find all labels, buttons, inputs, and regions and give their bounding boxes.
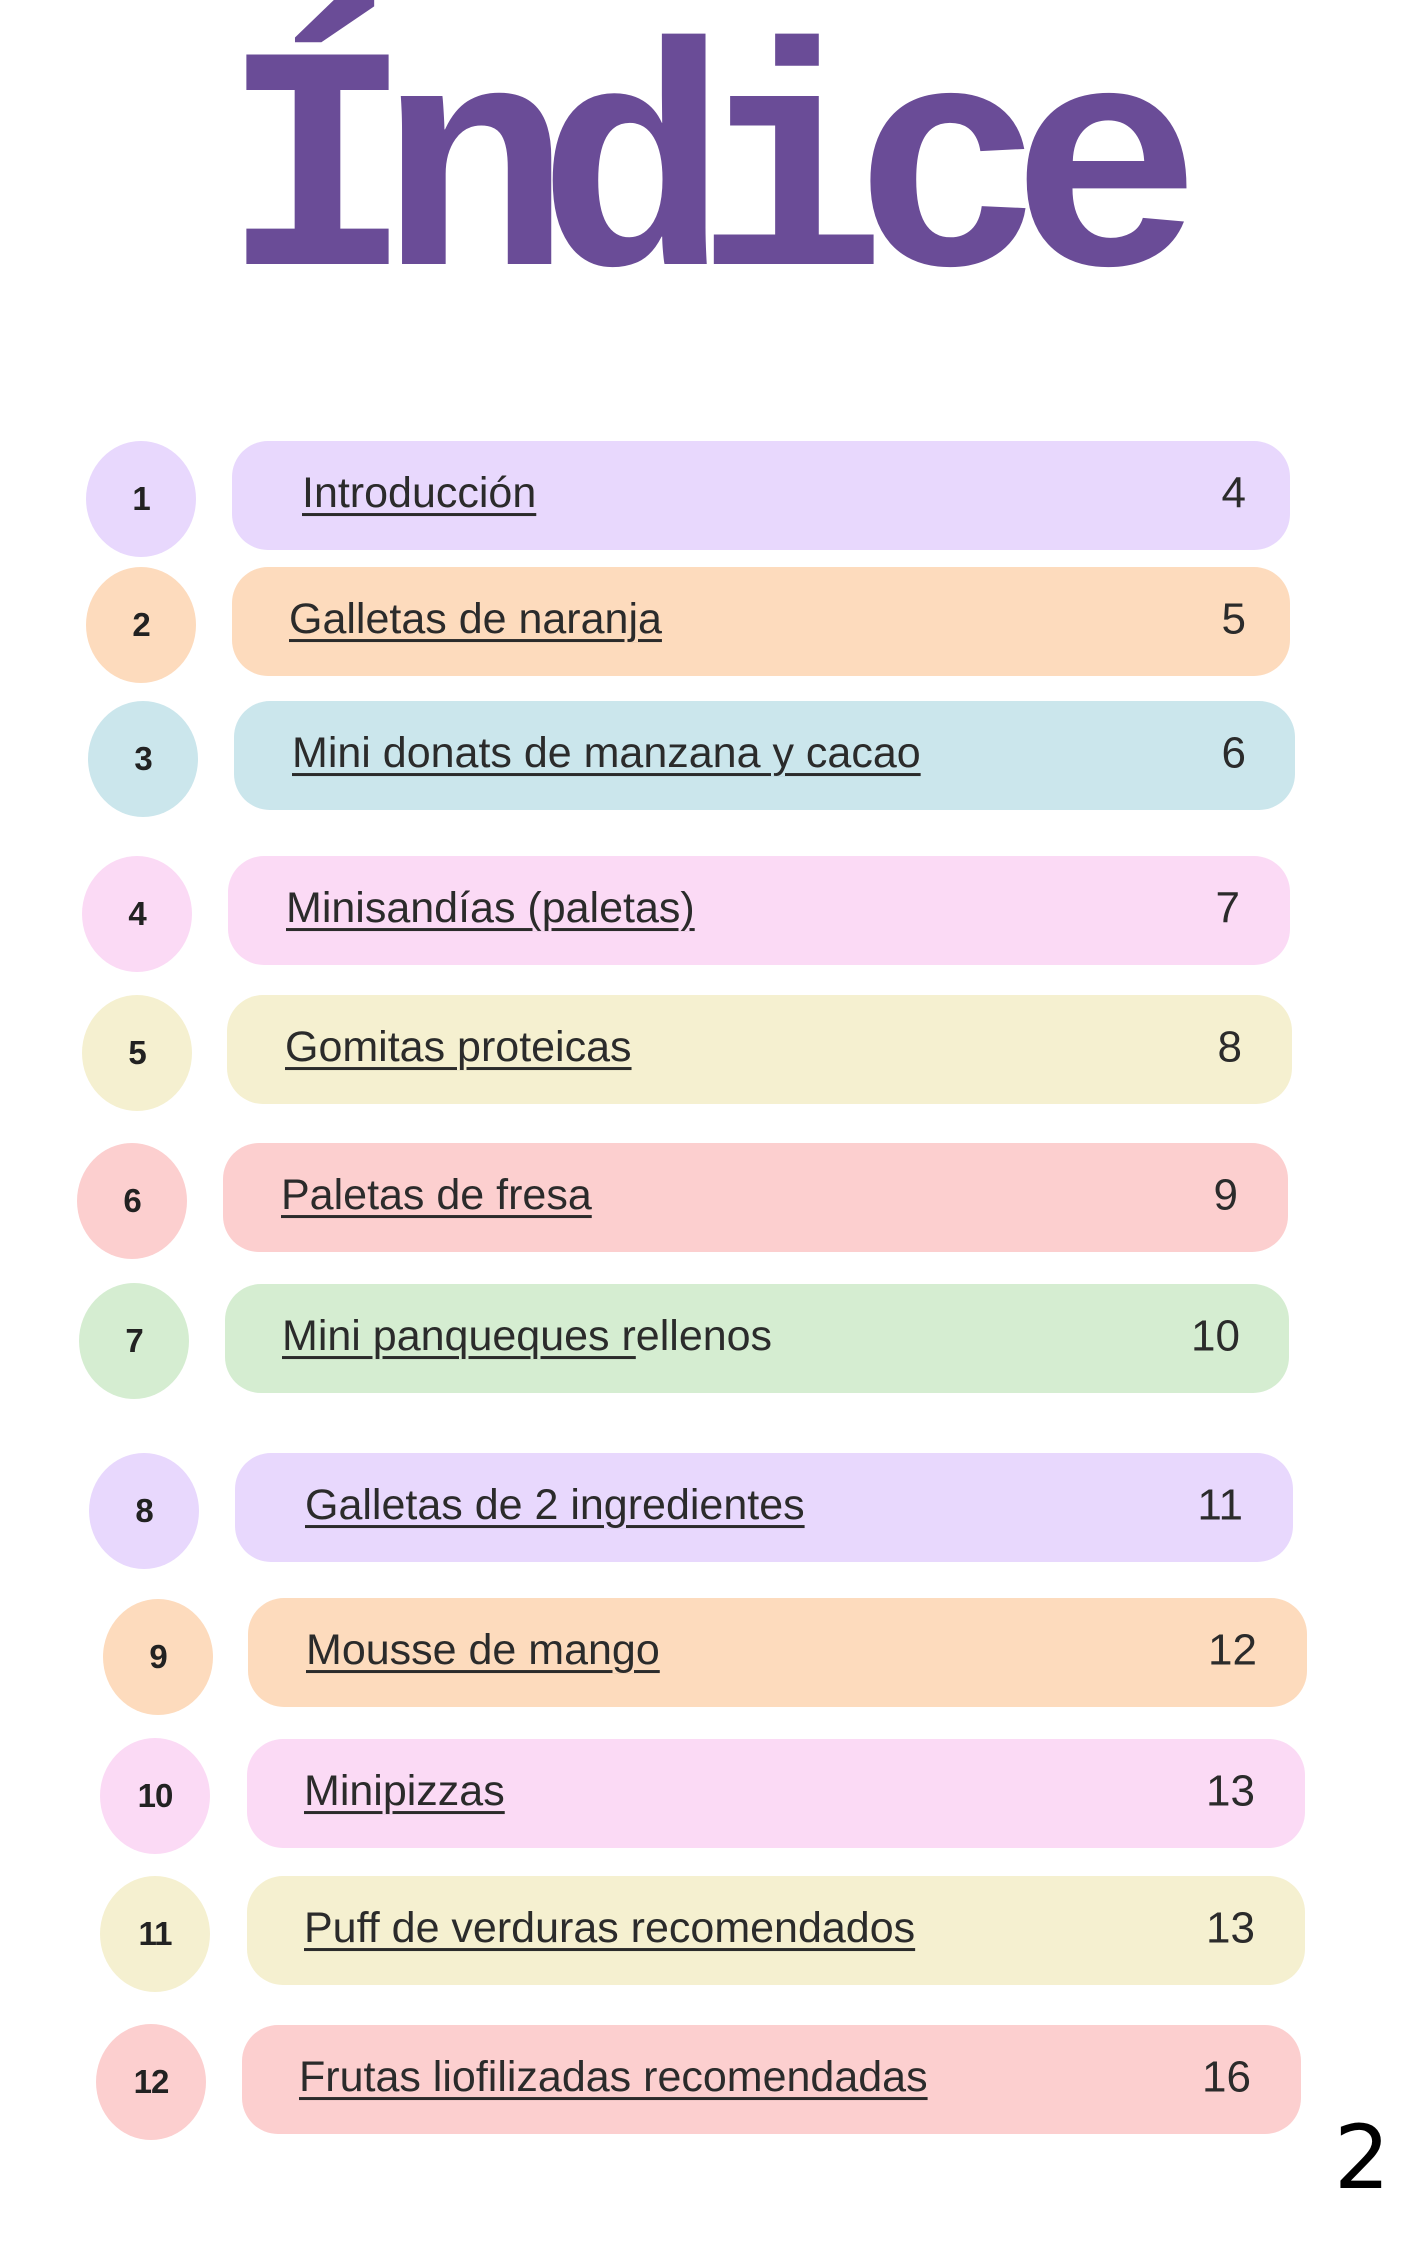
chapter-number: 1 — [132, 480, 150, 517]
chapter-number: 6 — [123, 1182, 141, 1219]
toc-entry-link[interactable]: Mousse de mango 12 — [248, 1598, 1307, 1707]
toc-entry-page: 8 — [1217, 1022, 1242, 1071]
chapter-number-badge: 8 — [89, 1453, 199, 1569]
toc-entry-page: 6 — [1221, 728, 1246, 777]
toc-entry-page: 12 — [1208, 1625, 1257, 1674]
toc-entry-label: Minipizzas — [304, 1766, 505, 1815]
toc-entry-page: 10 — [1191, 1311, 1240, 1360]
toc-entry-label: Galletas de 2 ingredientes — [305, 1480, 805, 1529]
chapter-number: 11 — [138, 1915, 173, 1952]
toc-entry-label: Minisandías (paletas) — [286, 883, 695, 932]
toc-entry-link[interactable]: Mini panqueques rellenos 10 — [225, 1284, 1289, 1393]
chapter-number-badge: 10 — [100, 1738, 210, 1854]
chapter-number: 12 — [133, 2063, 170, 2100]
toc-entry-link[interactable]: Puff de verduras recomendados 13 — [247, 1876, 1305, 1985]
page-number: 2 — [1334, 2106, 1390, 2209]
toc-entry-link[interactable]: Paletas de fresa 9 — [223, 1143, 1288, 1252]
toc-entry-label: Mini panqueques rellenos — [282, 1312, 772, 1361]
chapter-number-badge: 6 — [77, 1143, 187, 1259]
chapter-number: 4 — [128, 895, 146, 932]
toc-entry-page: 16 — [1202, 2052, 1251, 2101]
chapter-number: 9 — [149, 1638, 167, 1675]
toc-entry-label: Puff de verduras recomendados — [304, 1903, 916, 1952]
toc-entry-label: Paletas de fresa — [281, 1170, 592, 1219]
chapter-number-badge: 4 — [82, 856, 192, 972]
toc-entry-link[interactable]: Gomitas proteicas 8 — [227, 995, 1292, 1104]
toc-entry-link[interactable]: Minipizzas 13 — [247, 1739, 1305, 1848]
toc-entry-link[interactable]: Mini donats de manzana y cacao 6 — [234, 701, 1295, 810]
toc-entry-label: Gomitas proteicas — [285, 1022, 632, 1071]
chapter-number-badge: 3 — [88, 701, 198, 817]
chapter-number-badge: 1 — [86, 441, 196, 557]
toc-entry-page: 11 — [1197, 1480, 1243, 1529]
toc-entry-link[interactable]: Minisandías (paletas) 7 — [228, 856, 1290, 965]
chapter-number: 2 — [132, 606, 150, 643]
toc-entry-label: Mini donats de manzana y cacao — [292, 728, 921, 777]
toc-entry-page: 13 — [1206, 1766, 1255, 1815]
chapter-number: 3 — [134, 740, 152, 777]
toc-entry-link[interactable]: Frutas liofilizadas recomendadas 16 — [242, 2025, 1301, 2134]
toc-entry-link[interactable]: Introducción 4 — [232, 441, 1290, 550]
chapter-number-badge: 2 — [86, 567, 196, 683]
toc-entry-page: 13 — [1206, 1903, 1255, 1952]
chapter-number-badge: 11 — [100, 1876, 210, 1992]
chapter-number: 5 — [128, 1034, 146, 1071]
chapter-number-badge: 12 — [96, 2024, 206, 2140]
chapter-number-badge: 5 — [82, 995, 192, 1111]
toc-entry-page: 7 — [1215, 883, 1240, 932]
toc-entry-link[interactable]: Galletas de naranja 5 — [232, 567, 1290, 676]
toc-entry-link[interactable]: Galletas de 2 ingredientes 11 — [235, 1453, 1293, 1562]
toc-entry-label: Mousse de mango — [306, 1625, 660, 1674]
toc-entry-label: Galletas de naranja — [289, 594, 662, 643]
toc-entry-label: Frutas liofilizadas recomendadas — [299, 2052, 928, 2101]
toc-entry-page: 4 — [1221, 468, 1246, 517]
chapter-number-badge: 7 — [79, 1283, 189, 1399]
chapter-number: 8 — [135, 1492, 153, 1529]
toc-entry-page: 5 — [1221, 594, 1246, 643]
chapter-number: 10 — [137, 1777, 174, 1814]
toc-entry-label-rest: ellenos — [635, 1311, 773, 1360]
chapter-number-badge: 9 — [103, 1599, 213, 1715]
page-title: Índice — [222, 0, 1202, 360]
toc-entry-label-underlined: Mini panqueques r — [282, 1311, 636, 1360]
toc-entry-label: Introducción — [302, 468, 537, 517]
chapter-number: 7 — [125, 1322, 143, 1359]
toc-entry-page: 9 — [1213, 1170, 1238, 1219]
